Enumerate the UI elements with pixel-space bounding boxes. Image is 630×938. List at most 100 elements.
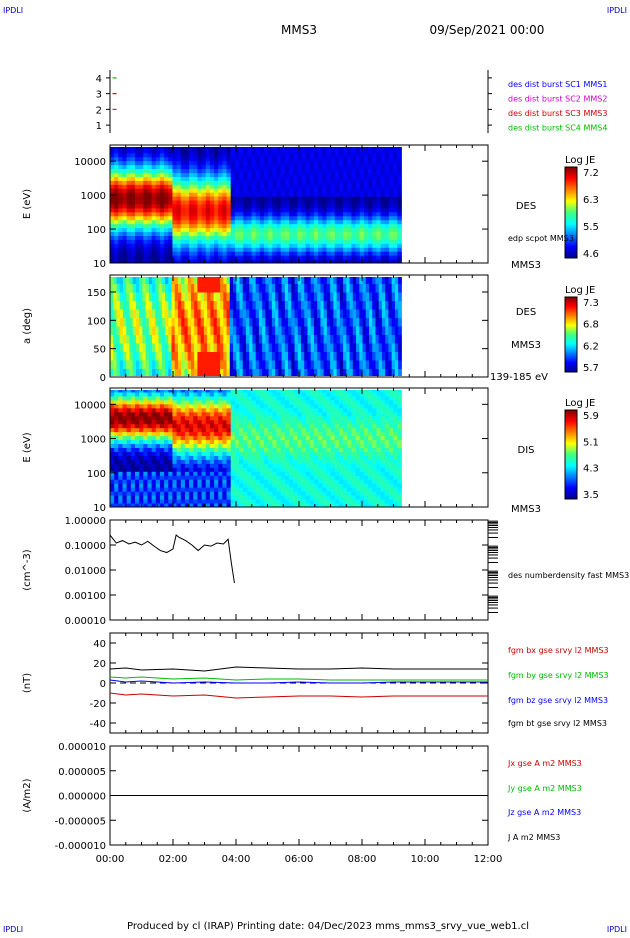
heatmap-cell [189, 169, 194, 173]
heatmap-cell [214, 475, 219, 479]
heatmap-cell [293, 153, 298, 157]
heatmap-cell [206, 440, 211, 444]
heatmap-cell [172, 228, 177, 232]
heatmap-cell [193, 491, 198, 495]
heatmap-cell [197, 416, 202, 420]
heatmap-cell [222, 192, 227, 196]
legend-entry: des dist burst SC2 MMS2 [508, 95, 607, 104]
heatmap-cell [206, 400, 211, 404]
heatmap-cell [288, 360, 292, 369]
heatmap-cell [139, 444, 144, 448]
heatmap-cell [131, 220, 136, 224]
heatmap-cell [335, 448, 340, 452]
heatmap-cell [314, 208, 319, 212]
heatmap-cell [118, 499, 123, 503]
heatmap-cell [295, 318, 299, 327]
heatmap-cell [202, 192, 207, 196]
heatmap-cell [351, 180, 356, 184]
heatmap-cell [160, 388, 165, 392]
heatmap-cell [385, 255, 390, 259]
heatmap-cell [201, 275, 205, 284]
heatmap-cell [235, 475, 240, 479]
heatmap-cell [113, 292, 117, 301]
heatmap-cell [347, 224, 352, 228]
heatmap-cell [243, 180, 248, 184]
heatmap-cell [281, 420, 286, 424]
heatmap-cell [123, 301, 127, 310]
colorbar-tick-label: 7.2 [583, 168, 599, 179]
heatmap-cell [339, 188, 344, 192]
heatmap-cell [368, 153, 373, 157]
heatmap-cell [376, 232, 381, 236]
heatmap-cell [369, 318, 373, 327]
heatmap-cell [177, 432, 182, 436]
heatmap-cell [285, 432, 290, 436]
heatmap-cell [256, 408, 261, 412]
heatmap-cell [139, 255, 144, 259]
heatmap-cell [177, 463, 182, 467]
heatmap-cell [210, 420, 215, 424]
heatmap-cell [202, 196, 207, 200]
heatmap-cell [123, 352, 127, 361]
heatmap-cell [310, 232, 315, 236]
heatmap-cell [231, 416, 236, 420]
heatmap-cell [318, 216, 323, 220]
y-tick-label: 1000 [81, 191, 106, 202]
heatmap-cell [301, 255, 306, 259]
heatmap-cell [156, 216, 161, 220]
heatmap-cell [260, 243, 265, 247]
colorbar-tick-label: 7.3 [583, 298, 599, 309]
heatmap-cell [310, 224, 315, 228]
heatmap-cell [326, 440, 331, 444]
heatmap-cell [243, 475, 248, 479]
heatmap-cell [160, 220, 165, 224]
heatmap-cell [168, 408, 173, 412]
heatmap-cell [285, 200, 290, 204]
heatmap-cell [239, 196, 244, 200]
heatmap-cell [152, 220, 157, 224]
heatmap-cell [264, 471, 269, 475]
heatmap-cell [193, 487, 198, 491]
heatmap-cell [398, 284, 402, 293]
heatmap-cell [214, 343, 218, 352]
heatmap-cell [285, 436, 290, 440]
heatmap-cell [264, 220, 269, 224]
heatmap-cell [314, 196, 319, 200]
heatmap-cell [210, 335, 214, 344]
heatmap-cell [331, 396, 336, 400]
heatmap-cell [243, 400, 248, 404]
heatmap-cell [122, 192, 127, 196]
heatmap-cell [393, 188, 398, 192]
heatmap-cell [156, 412, 161, 416]
heatmap-cell [356, 208, 361, 212]
heatmap-cell [331, 455, 336, 459]
heatmap-cell [331, 499, 336, 503]
heatmap-cell [220, 326, 224, 335]
heatmap-cell [218, 208, 223, 212]
heatmap-cell [347, 153, 352, 157]
heatmap-cell [347, 145, 352, 149]
heatmap-cell [110, 184, 115, 188]
heatmap-cell [227, 149, 232, 153]
heatmap-cell [314, 153, 319, 157]
heatmap-cell [351, 173, 356, 177]
heatmap-cell [159, 301, 163, 310]
heatmap-cell [131, 451, 136, 455]
heatmap-cell [281, 239, 286, 243]
heatmap-cell [177, 243, 182, 247]
heatmap-cell [252, 440, 257, 444]
heatmap-cell [168, 360, 172, 369]
heatmap-cell [293, 251, 298, 255]
heatmap-cell [268, 251, 273, 255]
heatmap-cell [310, 188, 315, 192]
heatmap-cell [227, 326, 231, 335]
heatmap-cell [335, 471, 340, 475]
heatmap-cell [289, 255, 294, 259]
heatmap-cell [346, 369, 350, 378]
heatmap-cell [181, 208, 186, 212]
heatmap-cell [331, 192, 336, 196]
heatmap-cell [236, 275, 240, 284]
heatmap-cell [181, 232, 186, 236]
heatmap-cell [260, 180, 265, 184]
heatmap-cell [252, 396, 257, 400]
